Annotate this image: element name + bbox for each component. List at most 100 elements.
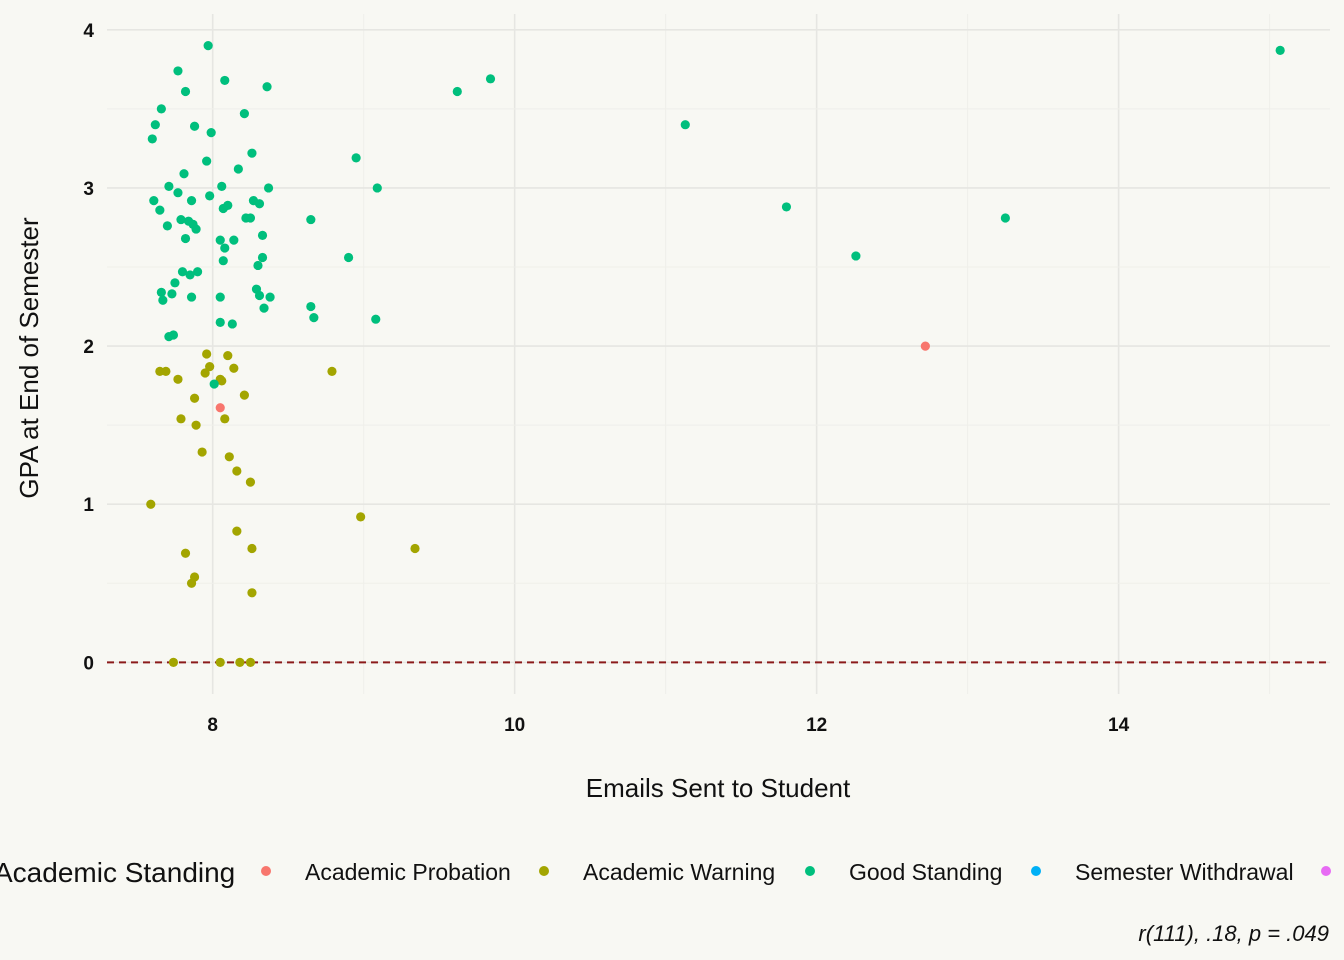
grid [107,14,1330,694]
data-point [197,447,207,457]
data-point [343,252,354,263]
data-point [351,153,361,163]
data-point [245,213,256,223]
data-point [156,104,166,114]
legend-label: Semester Withdrawal [1075,859,1294,885]
data-point [215,292,225,302]
data-point [220,414,230,424]
data-point [189,121,200,131]
x-axis-title: Emails Sent to Student [586,773,851,803]
legend-label: Good Standing [849,859,1002,885]
data-point [265,292,275,302]
data-point [1275,45,1285,55]
data-point [146,499,156,509]
data-point [259,303,269,313]
data-point [179,169,189,179]
data-point [176,214,186,225]
data-point [203,41,213,51]
data-point [254,290,265,301]
legend-key [261,866,271,876]
data-point [206,128,216,138]
data-point [224,452,234,462]
x-tick-label: 12 [806,715,827,736]
x-tick-label: 8 [207,715,218,736]
x-axis-ticks: 8 10 12 14 [207,715,1129,736]
legend-label: Academic Probation [305,859,511,885]
data-point [245,657,256,667]
data-point [180,548,191,558]
data-point [356,512,366,522]
data-point [192,267,203,277]
data-point [155,205,165,215]
data-point [452,86,462,97]
data-point [149,196,159,206]
y-tick-label: 2 [83,337,94,358]
legend-label: Academic Warning [583,859,775,885]
data-point [253,260,263,271]
data-point [229,235,239,245]
data-point [168,330,179,340]
legend-key [1321,866,1331,876]
data-point [215,317,225,327]
data-point [220,75,230,86]
data-point [191,224,201,234]
y-tick-label: 3 [83,179,94,200]
data-point [263,183,274,193]
data-point [215,235,225,245]
data-point [220,243,230,253]
data-point [200,368,210,378]
data-point [306,214,316,225]
data-point [158,295,168,305]
data-point [371,314,381,324]
data-point [233,164,243,174]
data-point [191,420,201,430]
data-point [180,86,191,97]
legend: Academic Standing Academic Probation Acad… [0,857,1331,888]
data-point [223,350,233,361]
data-point [410,543,420,554]
data-point [209,379,219,389]
data-point [189,572,200,582]
data-point [680,120,690,130]
data-point [177,267,188,277]
data-points [146,41,1285,667]
legend-key [1031,866,1041,876]
data-point [202,349,212,359]
data-point [186,292,197,302]
data-point [227,319,237,329]
data-point [254,199,265,209]
data-point [164,181,174,191]
data-point [235,657,245,667]
data-point [223,200,233,210]
data-point [232,466,242,476]
data-point [215,657,225,667]
data-point [306,301,316,312]
caption: r(111), .18, p = .049 [1138,921,1329,946]
data-point [205,191,215,201]
data-point [262,82,272,92]
data-point [173,374,183,384]
data-point [851,251,861,261]
x-tick-label: 10 [504,715,525,736]
data-point [781,202,792,212]
data-point [180,233,191,244]
data-point [168,657,179,667]
y-tick-label: 1 [83,495,94,516]
data-point [147,134,157,144]
data-point [485,74,496,84]
data-point [205,362,215,372]
data-point [167,289,177,299]
data-point [920,341,930,351]
data-point [218,256,228,266]
data-point [247,148,257,158]
data-point [327,366,337,376]
legend-title: Academic Standing [0,857,235,888]
data-point [189,393,200,403]
y-tick-label: 0 [83,653,94,674]
data-point [217,181,227,191]
legend-key [539,866,549,876]
data-point [162,221,172,231]
data-point [247,543,257,554]
data-point [185,270,195,280]
